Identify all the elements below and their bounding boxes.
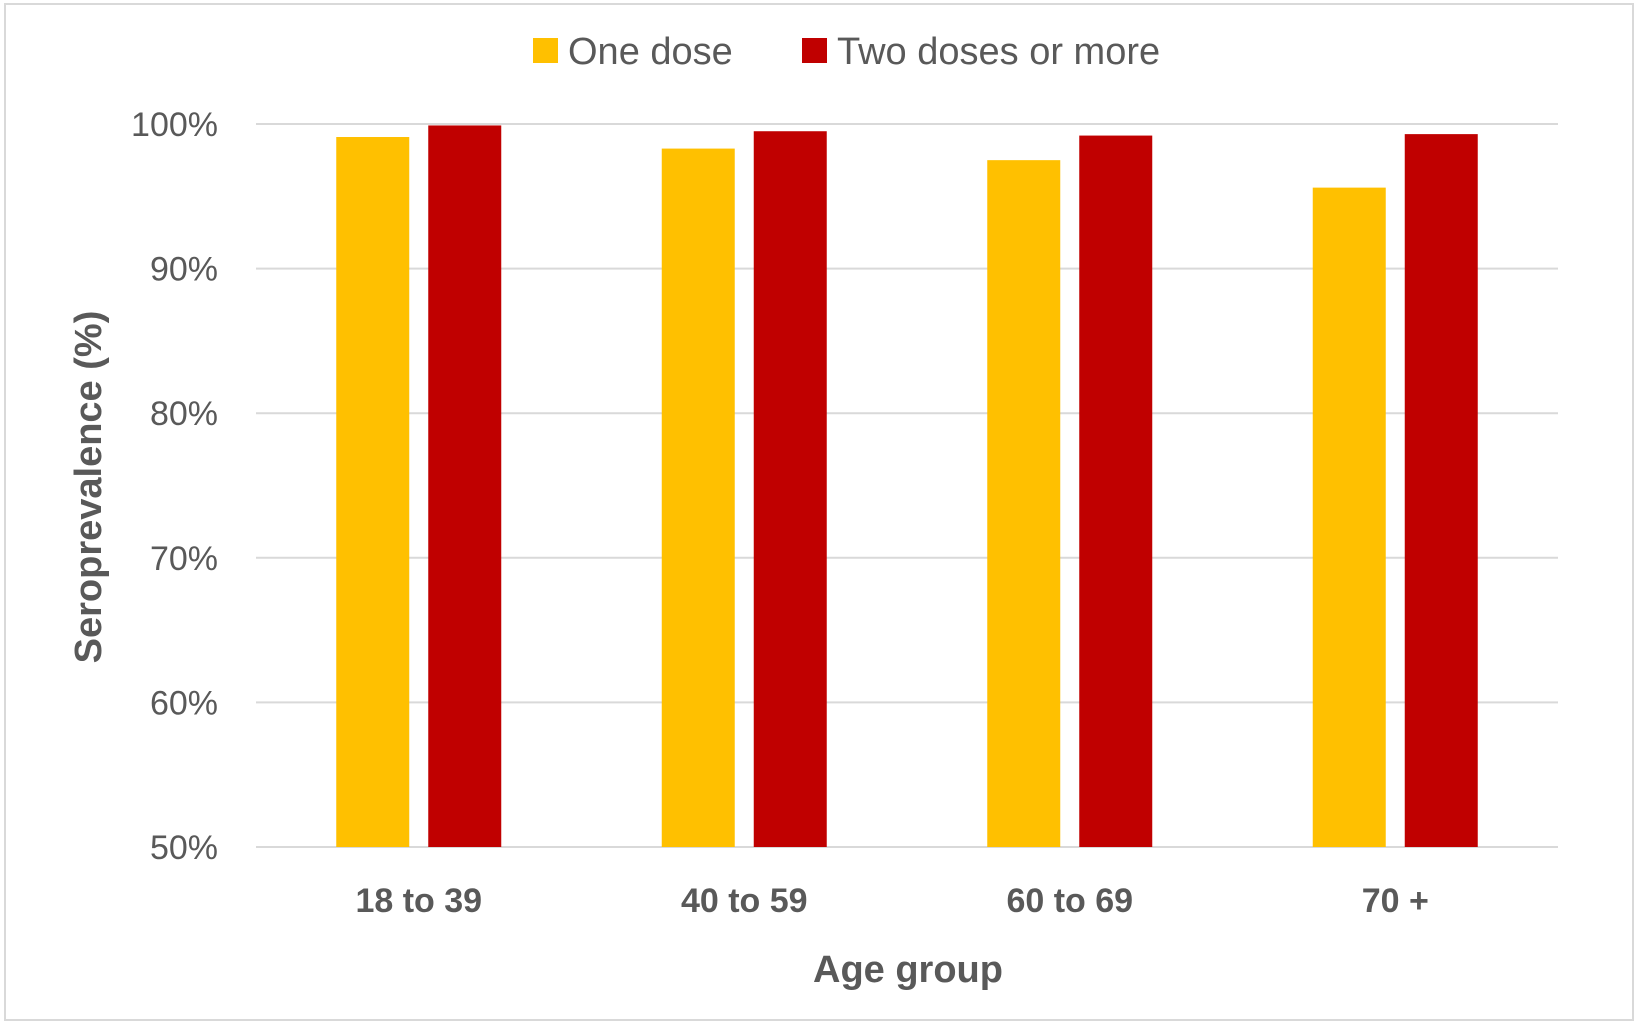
bar-one-dose-4 [1312,187,1386,847]
bar-two-doses-4 [1404,134,1478,847]
x-category-label: 40 to 59 [681,882,808,920]
x-category-label: 18 to 39 [355,882,482,920]
y-tick-label: 70% [150,540,218,578]
y-tick-label: 50% [150,829,218,867]
bar-two-doses-3 [1079,135,1153,847]
bar-two-doses-1 [428,125,502,848]
x-category-labels: 18 to 39 40 to 59 60 to 69 70 + [355,882,1428,920]
y-tick-label: 100% [131,106,218,144]
x-category-label: 60 to 69 [1006,882,1133,920]
x-axis-title: Age group [813,949,1003,991]
bar-two-doses-2 [753,131,827,848]
x-category-label: 70 + [1362,882,1429,920]
bars [336,125,1478,848]
y-tick-label: 90% [150,251,218,289]
y-tick-label: 80% [150,395,218,433]
legend-swatch-one-dose [533,38,558,63]
bar-one-dose-3 [987,160,1061,847]
y-axis-title: Seroprevalence (%) [68,311,110,664]
legend-label-one-dose: One dose [568,31,733,73]
legend-swatch-two-doses [802,38,827,63]
legend-label-two-doses: Two doses or more [837,31,1160,73]
bar-one-dose-2 [661,148,735,847]
legend: One dose Two doses or more [533,31,1160,73]
y-tick-labels: 50% 60% 70% 80% 90% 100% [131,106,218,867]
bar-one-dose-1 [336,137,410,847]
y-tick-label: 60% [150,684,218,722]
